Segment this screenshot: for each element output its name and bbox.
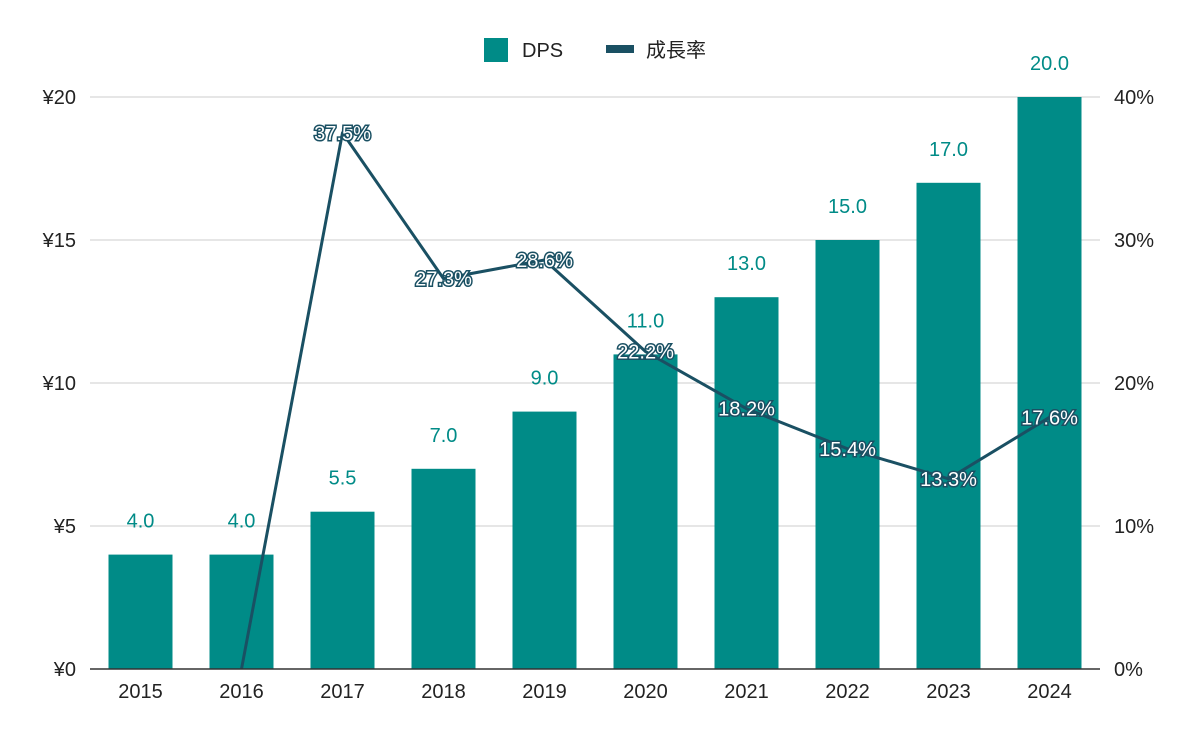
bar-dps-2021 (714, 297, 779, 669)
axes: ¥0 0% ¥5 10% ¥10 20% ¥15 30% ¥20 40% 2015 2016 2017 2… (42, 87, 1155, 703)
bar-value-label: 4.0 (228, 511, 256, 533)
y-right-tick-label: 20% (1114, 373, 1154, 395)
bar-value-label: 4.0 (127, 511, 155, 533)
bar-dps-2018 (411, 468, 476, 669)
bar-dps-2016 (209, 554, 274, 669)
growth-rate-label: 18.2% (718, 399, 775, 421)
y-right-tick-label: 40% (1114, 87, 1154, 109)
bar-value-label: 5.5 (329, 468, 357, 490)
x-tick-label: 2019 (522, 681, 567, 703)
y-left-tick-label: ¥0 (53, 659, 76, 681)
bar-value-label: 15.0 (828, 196, 867, 218)
dps-bars (108, 97, 1082, 670)
growth-rate-label: 27.3% (415, 269, 472, 291)
growth-line (240, 131, 1051, 670)
legend-label-growth: 成長率 (646, 39, 706, 62)
growth-rate-label: 37.5% (314, 123, 371, 145)
bar-dps-2015 (108, 554, 173, 669)
bar-value-label: 20.0 (1030, 53, 1069, 75)
x-tick-label: 2017 (320, 681, 365, 703)
bar-dps-2020 (613, 354, 678, 669)
y-left-tick-label: ¥5 (53, 516, 76, 538)
legend: DPS 成長率 (484, 38, 706, 62)
growth-rate-label: 28.6% (516, 250, 573, 272)
y-right-tick-label: 0% (1114, 659, 1143, 681)
bar-dps-2024 (1017, 97, 1082, 669)
x-tick-label: 2018 (421, 681, 466, 703)
y-right-tick-label: 30% (1114, 230, 1154, 252)
growth-rate-label: 17.6% (1021, 407, 1078, 429)
legend-swatch-growth (606, 45, 634, 53)
x-tick-label: 2020 (623, 681, 668, 703)
x-tick-label: 2015 (118, 681, 163, 703)
growth-rate-label: 22.2% (617, 342, 674, 364)
bar-value-label: 13.0 (727, 253, 766, 275)
growth-rate-label: 13.3% (920, 469, 977, 491)
growth-rate-label: 15.4% (819, 439, 876, 461)
bar-value-label: 11.0 (627, 310, 664, 332)
x-tick-label: 2016 (219, 681, 264, 703)
x-tick-label: 2024 (1027, 681, 1072, 703)
x-tick-label: 2022 (825, 681, 870, 703)
legend-swatch-dps (484, 38, 508, 62)
x-tick-label: 2023 (926, 681, 971, 703)
x-tick-label: 2021 (724, 681, 769, 703)
bar-value-label: 17.0 (929, 139, 968, 161)
bar-dps-2017 (310, 511, 375, 669)
bar-dps-2019 (512, 411, 577, 669)
growth-rate-line (240, 131, 1051, 670)
legend-label-dps: DPS (522, 40, 563, 62)
y-right-tick-label: 10% (1114, 516, 1154, 538)
y-left-tick-label: ¥10 (42, 373, 76, 395)
bar-dps-2023 (916, 182, 981, 670)
data-labels: 4.0 4.0 5.5 7.0 9.0 11.0 13.0 15.0 17.0 20.0 37.5%… (127, 53, 1080, 533)
y-left-tick-label: ¥20 (42, 87, 76, 109)
bar-value-label: 9.0 (531, 368, 559, 390)
y-left-tick-label: ¥15 (42, 230, 76, 252)
bar-value-label: 7.0 (430, 425, 458, 447)
